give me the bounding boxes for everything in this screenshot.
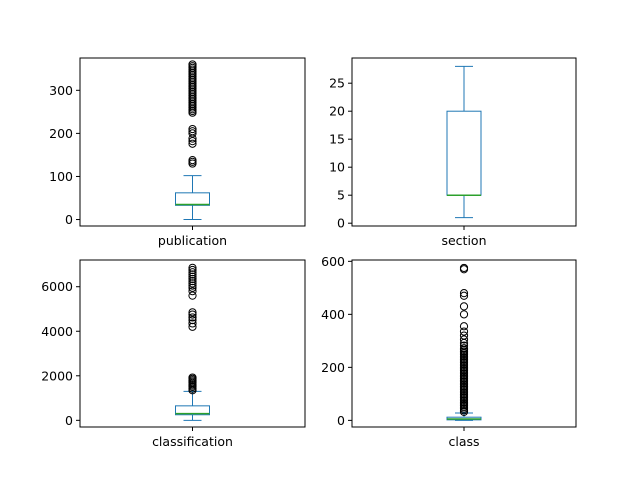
- y-tick-label: 0: [65, 212, 73, 227]
- outlier-point: [459, 341, 469, 350]
- outlier-point: [459, 302, 469, 311]
- y-tick-label: 400: [321, 307, 345, 322]
- subplot-section: 0 5 10 15 20 25 section: [329, 57, 577, 248]
- x-category-label: class: [448, 434, 479, 449]
- outlier-point: [188, 283, 197, 292]
- subplots: 0 100 200 300 publication 0 5 10 15 20 25 section 0 2…: [41, 57, 577, 449]
- y-tick-label: 600: [321, 254, 345, 269]
- y-tick-label: 0: [337, 216, 345, 231]
- outlier-point: [188, 155, 197, 165]
- outlier-point: [188, 373, 197, 382]
- y-tick-label: 200: [321, 360, 345, 375]
- outlier-point: [188, 127, 197, 136]
- outlier-point: [188, 270, 197, 279]
- iqr-box: [175, 405, 210, 416]
- y-tick-label: 0: [65, 413, 73, 428]
- y-tick-label: 25: [329, 76, 345, 91]
- outlier-point: [459, 263, 469, 273]
- subplot-classification: 0 2000 4000 6000 classification: [41, 259, 306, 449]
- outlier-point: [459, 335, 469, 344]
- y-tick-label: 4000: [41, 324, 73, 339]
- outlier-point: [188, 287, 197, 296]
- outlier-point: [188, 137, 197, 146]
- outlier-point: [188, 310, 197, 319]
- outlier-point: [188, 60, 197, 69]
- outlier-point: [188, 139, 197, 148]
- outlier-point: [188, 316, 197, 325]
- y-tick-label: 2000: [41, 368, 73, 383]
- outlier-point: [188, 277, 197, 286]
- outlier-point: [459, 327, 469, 336]
- y-tick-label: 10: [329, 160, 345, 175]
- outlier-point: [188, 308, 197, 317]
- y-tick-label: 20: [329, 104, 345, 119]
- y-tick-label: 300: [49, 83, 73, 98]
- outlier-point: [188, 265, 197, 275]
- subplot-publication: 0 100 200 300 publication: [49, 57, 306, 248]
- outlier-point: [459, 331, 469, 340]
- outlier-point: [188, 272, 197, 281]
- outlier-point: [188, 129, 197, 138]
- outlier-point: [188, 124, 197, 134]
- outlier-point: [459, 291, 469, 300]
- outlier-point: [459, 344, 469, 353]
- outlier-point: [459, 289, 469, 298]
- x-category-label: classification: [152, 434, 233, 449]
- outlier-point: [188, 322, 197, 331]
- outlier-point: [188, 279, 197, 288]
- subplot-class: 0 200 400 600 class: [321, 254, 577, 449]
- outlier-point: [188, 313, 197, 322]
- x-category-label: publication: [158, 233, 227, 248]
- outlier-point: [188, 263, 197, 272]
- outlier-point: [188, 319, 197, 328]
- y-tick-label: 0: [337, 413, 345, 428]
- y-tick-label: 100: [49, 169, 73, 184]
- iqr-box: [175, 192, 210, 206]
- outlier-point: [459, 310, 469, 319]
- outlier-point: [459, 322, 469, 331]
- y-tick-label: 6000: [41, 279, 73, 294]
- y-tick-label: 5: [337, 188, 345, 203]
- x-category-label: section: [441, 233, 486, 248]
- y-tick-label: 15: [329, 132, 345, 147]
- outlier-point: [188, 274, 197, 284]
- outlier-point: [188, 281, 197, 290]
- outlier-point: [188, 268, 197, 277]
- y-tick-label: 200: [49, 126, 73, 141]
- outlier-point: [188, 291, 197, 300]
